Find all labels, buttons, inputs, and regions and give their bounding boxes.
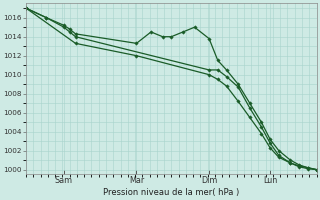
X-axis label: Pression niveau de la mer( hPa ): Pression niveau de la mer( hPa ) <box>103 188 239 197</box>
